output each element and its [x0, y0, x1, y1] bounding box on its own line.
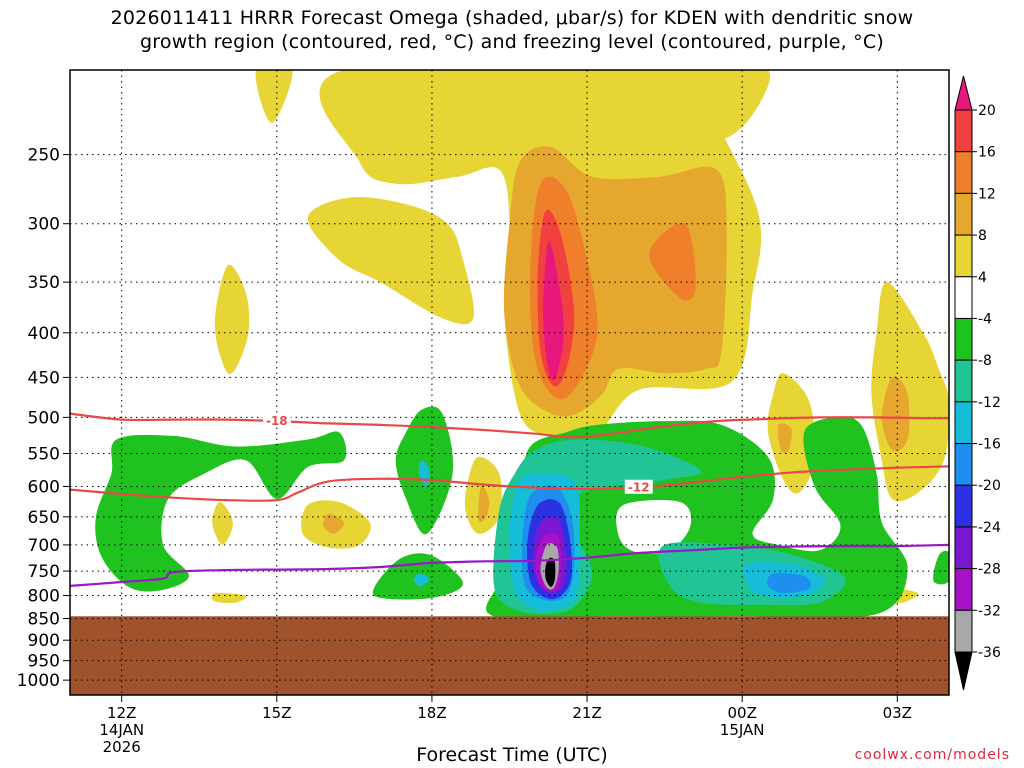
- y-tick-label-400: 400: [28, 324, 60, 344]
- colorbar-bin-5: [954, 317, 973, 361]
- y-tick-label-750: 750: [28, 562, 60, 582]
- y-tick-label-700: 700: [28, 536, 60, 556]
- contour-line-1: [70, 465, 949, 502]
- colorbar-label-10: -24: [978, 520, 1001, 536]
- colorbar: 20 16 12 8 4 -4 -8 -12 -16 -20 -24 -28 -32 -36: [954, 75, 1001, 691]
- colorbar-label-12: -32: [978, 603, 1001, 619]
- omega-area-1: [307, 197, 475, 325]
- x-tick-label-15-0: 15Z: [262, 704, 291, 722]
- colorbar-label-0: 20: [978, 103, 996, 119]
- colorbar-bin-11: [954, 568, 973, 611]
- x-tick-label-27-0: 03Z: [883, 704, 912, 722]
- y-tick-label-800: 800: [28, 587, 60, 607]
- y-tick-label-350: 350: [28, 273, 60, 293]
- omega-area-3: [214, 264, 250, 375]
- contour-label-0: -18: [266, 414, 288, 428]
- colorbar-label-2: 12: [978, 186, 996, 202]
- x-tick-label-18-0: 18Z: [417, 704, 446, 722]
- colorbar-bin-7: [954, 401, 973, 445]
- y-tick-label-900: 900: [28, 631, 60, 651]
- colorbar-bin-1: [954, 151, 973, 194]
- colorbar-label-1: 16: [978, 145, 996, 161]
- colorbar-bin-10: [954, 526, 973, 570]
- omega-area-26: [616, 499, 692, 554]
- y-tick-label-450: 450: [28, 368, 60, 388]
- omega-area-34: [767, 572, 811, 594]
- colorbar-bin-6: [954, 359, 973, 403]
- y-tick-label-950: 950: [28, 652, 60, 672]
- y-tick-label-300: 300: [28, 215, 60, 235]
- x-tick-label-12-0: 12Z: [107, 704, 136, 722]
- contour-line-2: [70, 543, 949, 587]
- omega-area-39: [545, 557, 556, 587]
- pressure-axis: 2503003504004505005506006507007508008509…: [17, 146, 70, 691]
- contour-line-0: [70, 412, 949, 439]
- omega-area-4: [698, 70, 770, 140]
- colorbar-label-3: 8: [978, 228, 987, 244]
- title-line-2: growth region (contoured, red, °C) and f…: [140, 31, 884, 53]
- colorbar-label-9: -20: [978, 478, 1001, 494]
- y-tick-label-550: 550: [28, 444, 60, 464]
- x-tick-label-12-1: 14JAN: [99, 721, 144, 739]
- y-tick-label-1000: 1000: [17, 671, 60, 691]
- x-tick-label-21-0: 21Z: [572, 704, 601, 722]
- colorbar-bin-12: [954, 609, 973, 653]
- x-axis-title: Forecast Time (UTC): [416, 744, 608, 766]
- omega-area-9: [543, 241, 564, 381]
- omega-area-2: [255, 70, 293, 123]
- chart-title: 2026011411 HRRR Forecast Omega (shaded, …: [0, 6, 1024, 54]
- colorbar-bin-4: [954, 276, 973, 319]
- plot-frame: [69, 69, 950, 696]
- omega-area-21: [95, 431, 347, 592]
- omega-area-32: [413, 573, 430, 586]
- terrain-below-ground: [70, 616, 949, 695]
- colorbar-label-4: 4: [978, 270, 987, 286]
- omega-area-19: [211, 592, 247, 603]
- colorbar-label-5: -4: [978, 311, 992, 327]
- omega-area-18: [212, 502, 233, 545]
- x-tick-label-24-0: 00Z: [727, 704, 756, 722]
- y-tick-label-650: 650: [28, 508, 60, 528]
- omega-area-17: [323, 513, 345, 534]
- y-tick-label-500: 500: [28, 408, 60, 428]
- colorbar-bin-8: [954, 443, 973, 486]
- title-line-1: 2026011411 HRRR Forecast Omega (shaded, …: [110, 7, 914, 29]
- colorbar-label-7: -12: [978, 395, 1001, 411]
- omega-area-15: [478, 485, 490, 522]
- colorbar-bin-2: [954, 192, 973, 236]
- colorbar-bin-9: [954, 484, 973, 528]
- colorbar-label-8: -16: [978, 437, 1001, 453]
- colorbar-bin-3: [954, 234, 973, 278]
- omega-area-13: [777, 423, 792, 453]
- source-credit: coolwx.com/models: [854, 747, 1010, 763]
- y-tick-label-600: 600: [28, 477, 60, 497]
- omega-area-11: [881, 376, 910, 452]
- omega-area-25: [933, 550, 949, 585]
- x-tick-label-24-1: 15JAN: [720, 721, 765, 739]
- contour-label-1: -12: [628, 481, 650, 495]
- x-tick-label-12-2: 2026: [103, 738, 141, 756]
- omega-area-7: [649, 222, 696, 301]
- y-tick-label-250: 250: [28, 146, 60, 166]
- omega-shaded-areas: [95, 70, 949, 619]
- y-tick-label-850: 850: [28, 610, 60, 630]
- colorbar-bin-0: [954, 109, 973, 153]
- colorbar-label-13: -36: [978, 645, 1001, 661]
- colorbar-label-6: -8: [978, 353, 992, 369]
- contour-label-bg-1: [624, 479, 653, 494]
- colorbar-top-arrow: [954, 75, 973, 111]
- colorbar-bottom-arrow: [954, 651, 973, 691]
- contour-label-bg-0: [262, 413, 291, 428]
- temperature-contours: -18 -12: [70, 412, 949, 587]
- colorbar-label-11: -28: [978, 562, 1001, 578]
